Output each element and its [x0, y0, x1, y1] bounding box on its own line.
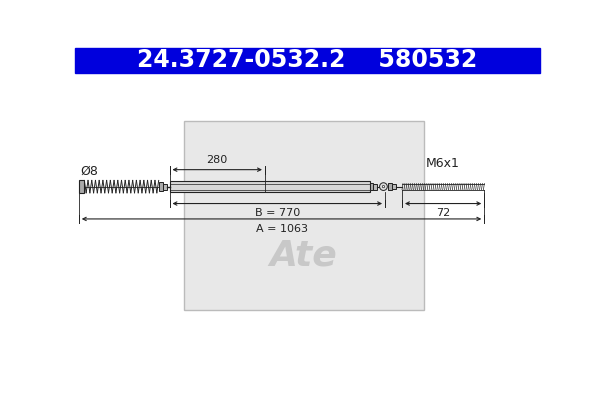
Bar [392, 184, 396, 189]
Bar [373, 184, 377, 190]
Text: M6x1: M6x1 [426, 157, 460, 170]
Bar [158, 182, 163, 191]
Bar [370, 183, 373, 190]
Bar [170, 181, 370, 192]
Text: B = 770: B = 770 [254, 208, 300, 218]
Bar [163, 184, 167, 190]
Text: 280: 280 [206, 155, 228, 165]
Circle shape [380, 183, 388, 190]
Text: A = 1063: A = 1063 [256, 224, 308, 234]
Bar [184, 121, 424, 310]
Text: Ø8: Ø8 [80, 165, 98, 178]
Text: 24.3727-0532.2    580532: 24.3727-0532.2 580532 [137, 48, 478, 72]
Bar [75, 48, 540, 73]
Circle shape [382, 186, 385, 188]
Text: Ate: Ate [270, 239, 337, 273]
Bar [79, 180, 84, 193]
Bar [388, 183, 392, 190]
Text: 72: 72 [436, 208, 450, 218]
